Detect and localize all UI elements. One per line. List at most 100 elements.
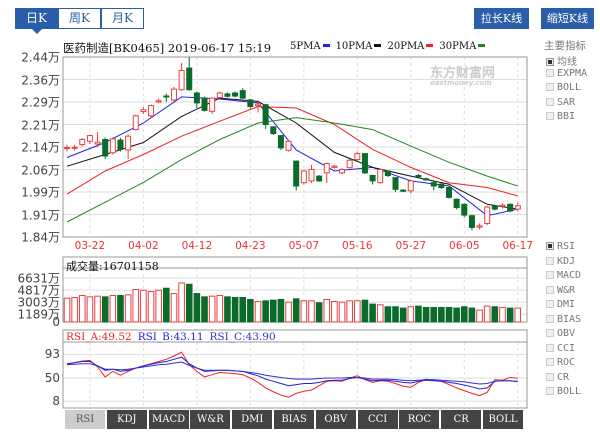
indicator-tab-macd[interactable]: MACD — [148, 410, 190, 429]
candle-body — [239, 90, 246, 99]
period-tab-2[interactable]: 月K — [101, 8, 144, 29]
sub-indicator-10[interactable]: BOLL — [546, 386, 581, 399]
checkbox-icon[interactable] — [546, 256, 554, 265]
checkbox-icon[interactable] — [546, 271, 554, 279]
sub-indicator-6[interactable]: OBV — [546, 328, 575, 341]
candle-body — [354, 153, 361, 161]
checkbox-label: DMI — [557, 299, 576, 310]
checkbox-icon[interactable] — [546, 83, 554, 91]
candle-body — [117, 139, 124, 150]
period-tab-0[interactable]: 日K — [15, 8, 58, 29]
candle-body — [201, 97, 208, 111]
sub-indicator-4[interactable]: DMI — [546, 299, 575, 312]
checkbox-icon[interactable] — [546, 329, 554, 337]
indicator-tab-bias[interactable]: BIAS — [274, 410, 315, 429]
main-indicator-0[interactable]: 均线 — [546, 53, 577, 68]
checkbox-icon[interactable] — [546, 68, 554, 77]
volume-bar — [308, 300, 315, 323]
candle-body — [339, 169, 346, 174]
sub-indicator-3[interactable]: W&R — [546, 285, 575, 298]
candle-body — [224, 93, 231, 97]
candle — [239, 88, 246, 99]
candle-body — [461, 203, 468, 216]
sub-indicator-1[interactable]: KDJ — [546, 256, 575, 269]
candle-body — [514, 205, 521, 210]
volume-bar — [338, 301, 346, 323]
legend-swatch — [374, 44, 382, 47]
indicator-tab-cr[interactable]: CR — [441, 410, 483, 429]
sub-indicator-8[interactable]: ROC — [546, 357, 575, 370]
indicator-tab-kdj[interactable]: KDJ — [106, 410, 148, 429]
checkbox-icon[interactable] — [546, 112, 554, 120]
main-indicator-2[interactable]: BOLL — [546, 82, 581, 95]
sub-indicator-9[interactable]: CR — [546, 372, 569, 385]
main-indicator-4[interactable]: BBI — [546, 111, 575, 124]
indicator-tab-dmi[interactable]: DMI — [232, 410, 274, 429]
legend-label-20pma: 20PMA — [387, 41, 425, 52]
date-tick: 05-16 — [342, 240, 373, 252]
volume-bar — [354, 300, 361, 323]
checkbox-icon[interactable] — [546, 300, 554, 308]
volume-bar — [216, 295, 224, 323]
checkbox-icon[interactable] — [546, 242, 554, 250]
indicator-tab-boll[interactable]: BOLL — [483, 410, 524, 429]
main-indicator-1[interactable]: EXPMA — [546, 68, 587, 81]
volume-bar — [224, 296, 231, 323]
checkbox-icon[interactable] — [546, 387, 554, 395]
checkbox-icon[interactable] — [546, 372, 554, 381]
checkbox-icon[interactable] — [546, 343, 554, 352]
candle-body — [232, 92, 239, 97]
indicator-tab-wr[interactable]: W&R — [190, 410, 232, 429]
candle — [102, 137, 109, 159]
candle — [247, 99, 254, 109]
candle — [170, 87, 177, 102]
checkbox-icon[interactable] — [546, 285, 554, 294]
candle — [224, 92, 231, 98]
candle-body — [155, 100, 162, 103]
volume-bar — [361, 299, 369, 323]
candle — [255, 102, 261, 113]
checkbox-label: KDJ — [557, 255, 576, 267]
volume-bar — [163, 287, 170, 323]
checkbox-icon[interactable] — [546, 314, 554, 323]
rsi-tick: 8 — [52, 394, 60, 409]
active-tab-pointer — [32, 29, 42, 34]
main-indicator-3[interactable]: SAR — [546, 97, 575, 110]
indicator-tab-rsi[interactable]: RSI — [65, 410, 106, 429]
checkbox-icon[interactable] — [546, 97, 554, 106]
checkbox-icon[interactable] — [546, 58, 554, 66]
volume-bar — [315, 302, 323, 323]
shorten-kline-button[interactable]: 缩短K线 — [541, 8, 594, 29]
sub-indicator-2[interactable]: MACD — [546, 270, 581, 283]
volume-bar — [132, 289, 140, 323]
candle — [132, 114, 139, 131]
candle — [415, 174, 422, 179]
sub-indicator-5[interactable]: BIAS — [546, 314, 581, 327]
lengthen-kline-button[interactable]: 拉长K线 — [474, 8, 529, 29]
indicator-tab-obv[interactable]: OBV — [315, 410, 357, 429]
candle — [232, 91, 239, 98]
legend-swatch — [322, 44, 330, 47]
volume-bar — [430, 306, 438, 323]
candle-body — [392, 177, 399, 190]
candle-body — [369, 175, 376, 182]
candle — [79, 138, 86, 147]
candle-body — [361, 153, 368, 174]
date-tick: 05-27 — [395, 240, 427, 252]
candle-body — [484, 206, 491, 224]
candle — [453, 198, 460, 210]
period-tab-1[interactable]: 周K — [58, 8, 101, 29]
checkbox-label: W&R — [557, 284, 576, 296]
candle-body — [377, 169, 384, 184]
sub-indicator-7[interactable]: CCI — [546, 343, 575, 356]
date-tick: 04-02 — [128, 240, 159, 252]
checkbox-icon[interactable] — [546, 358, 554, 366]
indicator-tab-roc[interactable]: ROC — [399, 410, 441, 429]
checkbox-label: OBV — [557, 328, 576, 339]
rsi-value-rsi_b: RSI_B:43.11 — [137, 331, 204, 343]
sub-indicator-0[interactable]: RSI — [546, 241, 575, 254]
indicator-tab-cci[interactable]: CCI — [357, 410, 399, 429]
volume-bar — [247, 298, 254, 323]
eastmoney-watermark-logo: 东方财富网 eastmoney.com — [430, 66, 496, 87]
price-tick: 1.84万 — [21, 230, 60, 245]
